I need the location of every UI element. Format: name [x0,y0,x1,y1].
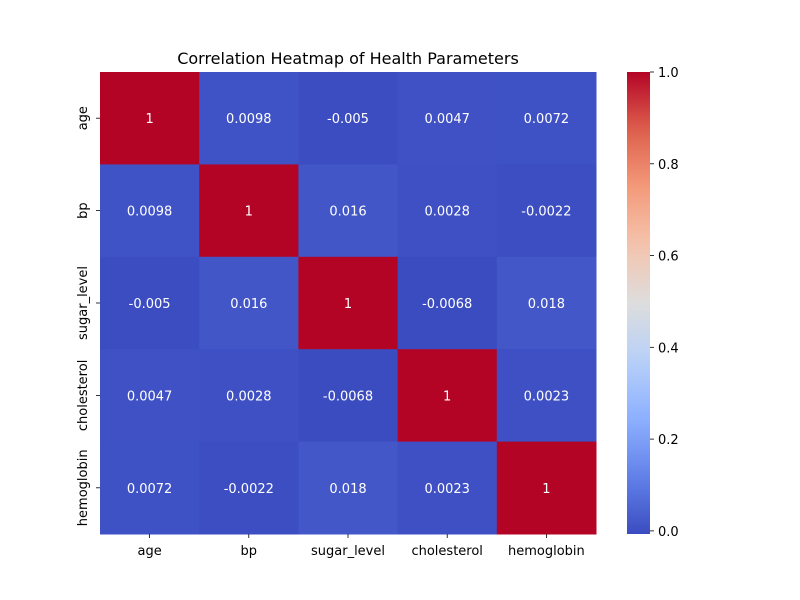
heatmap-cell [496,256,597,350]
heatmap-cells [100,72,597,535]
cell-value-label: 1 [443,389,451,404]
heatmap-cell [496,441,597,535]
y-tick-label: sugar_level [76,266,91,340]
colorbar-gradient [627,72,650,534]
colorbar-tick-label: 0.2 [658,433,679,448]
cell-value-label: 0.018 [528,297,565,312]
cell-value-label: 0.0072 [127,482,173,497]
heatmap-cell [298,349,399,443]
heatmap-cell [298,441,399,535]
cell-value-label: -0.005 [129,297,171,312]
x-tick-label: age [137,544,161,559]
heatmap-cell [100,256,200,350]
cell-value-label: 0.0023 [424,482,470,497]
cell-value-label: 0.0072 [524,112,570,127]
cell-value-label: 0.0047 [424,112,470,127]
heatmap-cell [397,164,498,258]
colorbar-tick-label: 0.6 [658,250,679,265]
x-tick-label: hemoglobin [508,544,585,559]
heatmap-cell [397,349,498,443]
cell-value-label: -0.0022 [521,205,571,220]
heatmap-cell [298,164,399,258]
colorbar-tick-label: 0.0 [658,525,679,540]
heatmap-cell [298,72,399,165]
heatmap-cell [496,164,597,258]
y-tick-label: bp [76,202,91,219]
cell-value-label: 0.0028 [424,205,470,220]
heatmap-cell [199,349,299,443]
heatmap-cell [100,164,200,258]
heatmap-cell [496,349,597,443]
heatmap-cell [298,256,399,350]
x-tick-label: sugar_level [311,544,385,559]
cell-value-label: 0.018 [329,482,366,497]
cell-value-label: 1 [145,112,153,127]
heatmap-cell [199,72,299,165]
cell-value-label: 1 [344,297,352,312]
y-axis: age bp sugar_level cholesterol hemoglobin [76,106,100,526]
heatmap-cell [199,256,299,350]
colorbar-tick-label: 0.4 [658,341,679,356]
heatmap-cell [199,164,299,258]
cell-value-label: 1 [245,205,253,220]
heatmap-cell [397,441,498,535]
colorbar-tick-label: 0.8 [658,158,679,173]
cell-value-label: -0.0022 [224,482,274,497]
x-tick-label: cholesterol [411,544,482,559]
y-tick-label: hemoglobin [76,449,91,526]
heatmap-cell-labels: 1 0.0098 -0.005 0.0047 0.0072 0.0098 1 0.016 0.0… [127,112,572,497]
heatmap-cell [100,72,200,165]
cell-value-label: 0.0023 [524,389,570,404]
cell-value-label: -0.0068 [422,297,472,312]
heatmap-cell [100,441,200,535]
y-tick-label: cholesterol [76,360,91,431]
cell-value-label: 0.0098 [226,112,272,127]
cell-value-label: 0.0047 [127,389,173,404]
cell-value-label: 0.0028 [226,389,272,404]
heatmap-cell [397,72,498,165]
x-tick-label: bp [241,544,258,559]
chart-title: Correlation Heatmap of Health Parameters [177,49,519,68]
cell-value-label: 0.016 [230,297,267,312]
cell-value-label: -0.005 [327,112,369,127]
x-axis: age bp sugar_level cholesterol hemoglobin [137,534,585,559]
cell-value-label: 1 [542,482,550,497]
colorbar-tick-label: 1.0 [658,66,679,81]
y-tick-label: age [76,106,91,130]
heatmap-cell [496,72,597,165]
heatmap-cell [397,256,498,350]
cell-value-label: -0.0068 [323,389,373,404]
colorbar: 0.0 0.2 0.4 0.6 0.8 1.0 [627,66,679,540]
heatmap-cell [100,349,200,443]
cell-value-label: 0.016 [329,205,366,220]
cell-value-label: 0.0098 [127,205,173,220]
heatmap-cell [199,441,299,535]
